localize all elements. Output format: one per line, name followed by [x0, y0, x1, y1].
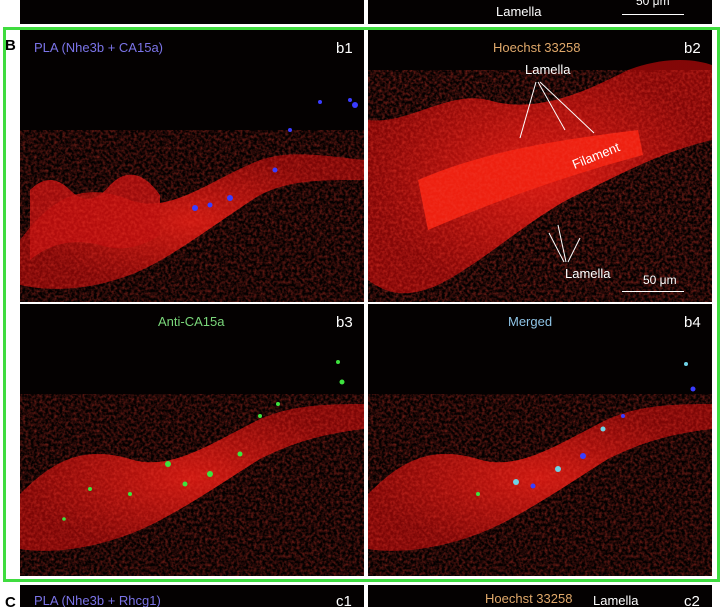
panel-title-c2: Hoechst 33258 [485, 591, 573, 606]
tissue-image-b4 [368, 362, 712, 576]
scalebar-line [622, 291, 684, 292]
filament-shape [368, 394, 712, 576]
panel-id-b2: b2 [684, 40, 701, 57]
pla-signal-dots [192, 98, 358, 211]
panel-title-c1: PLA (Nhe3b + Rhcg1) [34, 593, 161, 607]
section-letter-c: C [5, 594, 16, 611]
panel-c1: PLA (Nhe3b + Rhcg1) c1 [20, 585, 364, 607]
panel-id-b4: b4 [684, 314, 701, 331]
panel-b1: PLA (Nhe3b + CA15a) b1 [20, 30, 364, 302]
merged-signal-dots [476, 362, 696, 496]
panel-b4: Merged b4 [368, 304, 712, 576]
panel-a-left-strip [20, 0, 364, 24]
scalebar-line [622, 14, 684, 15]
tissue-image-b1 [20, 98, 364, 302]
panel-title-b3: Anti-CA15a [158, 314, 225, 329]
filament-shape [368, 60, 712, 302]
lamella-label-c2: Lamella [593, 593, 639, 607]
scalebar-label-b2: 50 μm [643, 273, 677, 287]
filament-shape [20, 130, 364, 302]
lamella-label-top-strip: Lamella [496, 4, 542, 19]
panel-id-c2: c2 [684, 593, 700, 607]
ca15a-signal-dots [62, 360, 345, 521]
section-letter-b: B [5, 37, 16, 54]
panel-b3: Anti-CA15a b3 [20, 304, 364, 576]
panel-a-right-strip: Lamella 50 μm [368, 0, 712, 24]
panel-title-b2: Hoechst 33258 [493, 40, 581, 55]
lamella-label-top: Lamella [525, 62, 571, 77]
panel-id-b3: b3 [336, 314, 353, 331]
scalebar-label-top-strip: 50 μm [636, 0, 670, 8]
filament-shape [20, 394, 364, 576]
panel-id-c1: c1 [336, 593, 352, 607]
lamella-label-bottom: Lamella [565, 266, 611, 281]
panel-b2: Hoechst 33258 b2 Lamella Filament Lamell… [368, 30, 712, 302]
panel-id-b1: b1 [336, 40, 353, 57]
panel-title-b4: Merged [508, 314, 553, 329]
tissue-image-b2 [368, 60, 712, 302]
tissue-image-b3 [20, 360, 364, 576]
panel-c2: Hoechst 33258 Lamella c2 [368, 585, 712, 607]
annotation-lines [519, 81, 595, 263]
panel-title-b1: PLA (Nhe3b + CA15a) [34, 40, 163, 55]
